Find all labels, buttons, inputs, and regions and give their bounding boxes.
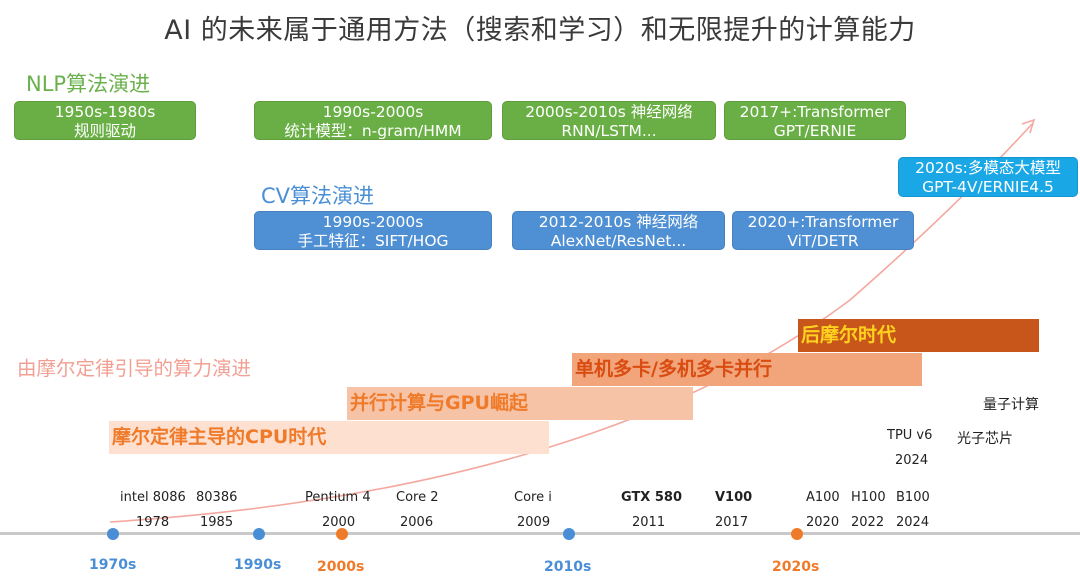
milestone-year: 1985 <box>200 515 234 530</box>
milestone-year: 1978 <box>136 515 170 530</box>
cv-box-transformer: 2020+:Transformer ViT/DETR <box>732 211 914 250</box>
band-multi-gpu: 单机多卡/多机多卡并行 <box>572 353 922 386</box>
milestone-year: 2000 <box>322 515 356 530</box>
milestone-name: A100 <box>806 490 840 505</box>
quantum-computing-label: 量子计算 <box>983 397 1039 413</box>
cv-section-label: CV算法演进 <box>261 184 375 208</box>
timeline-dot <box>253 528 265 540</box>
milestone-name: Core i <box>514 490 552 505</box>
cv-box-neural: 2012-2010s 神经网络 AlexNet/ResNet... <box>512 211 725 250</box>
era-label: 1970s <box>89 557 137 573</box>
cv-box-handcrafted: 1990s-2000s 手工特征：SIFT/HOG <box>254 211 492 250</box>
nlp-box-neural: 2000s-2010s 神经网络 RNN/LSTM... <box>502 101 716 140</box>
milestone-year: 2017 <box>715 515 749 530</box>
band-post-moore: 后摩尔时代 <box>798 319 1039 352</box>
milestone-name: 80386 <box>196 490 238 505</box>
era-label: 2020s <box>772 559 820 575</box>
milestone-year: 2009 <box>517 515 551 530</box>
era-label: 2010s <box>544 559 592 575</box>
milestone-name: B100 <box>896 490 930 505</box>
moore-law-label: 由摩尔定律引导的算力演进 <box>17 357 252 380</box>
milestone-name: GTX 580 <box>621 490 682 505</box>
nlp-section-label: NLP算法演进 <box>26 72 151 96</box>
milestone-name: H100 <box>851 490 886 505</box>
tpu-year: 2024 <box>895 453 929 468</box>
multimodal-box: 2020s:多模态大模型 GPT-4V/ERNIE4.5 <box>898 157 1078 197</box>
photonic-chip-label: 光子芯片 <box>957 431 1013 447</box>
milestone-year: 2020 <box>806 515 840 530</box>
milestone-year: 2006 <box>400 515 434 530</box>
timeline-dot <box>336 528 348 540</box>
band-gpu-rise: 并行计算与GPU崛起 <box>347 387 693 420</box>
timeline-dot <box>563 528 575 540</box>
milestone-name: Pentium 4 <box>305 490 371 505</box>
nlp-box-statistical: 1990s-2000s 统计模型：n-gram/HMM <box>254 101 492 140</box>
milestone-name: V100 <box>715 490 753 505</box>
nlp-box-transformer: 2017+:Transformer GPT/ERNIE <box>724 101 906 140</box>
timeline-dot <box>791 528 803 540</box>
band-cpu-era: 摩尔定律主导的CPU时代 <box>109 421 549 454</box>
nlp-box-rules: 1950s-1980s 规则驱动 <box>14 101 196 140</box>
milestone-name: Core 2 <box>396 490 439 505</box>
milestone-year: 2022 <box>851 515 885 530</box>
milestone-year: 2024 <box>896 515 930 530</box>
milestone-year: 2011 <box>632 515 666 530</box>
timeline-axis <box>0 532 1080 535</box>
tpu-name: TPU v6 <box>887 428 933 443</box>
era-label: 2000s <box>317 559 365 575</box>
milestone-name: intel 8086 <box>120 490 186 505</box>
timeline-dot <box>107 528 119 540</box>
era-label: 1990s <box>234 557 282 573</box>
page-title: AI 的未来属于通用方法（搜索和学习）和无限提升的计算能力 <box>164 15 916 46</box>
